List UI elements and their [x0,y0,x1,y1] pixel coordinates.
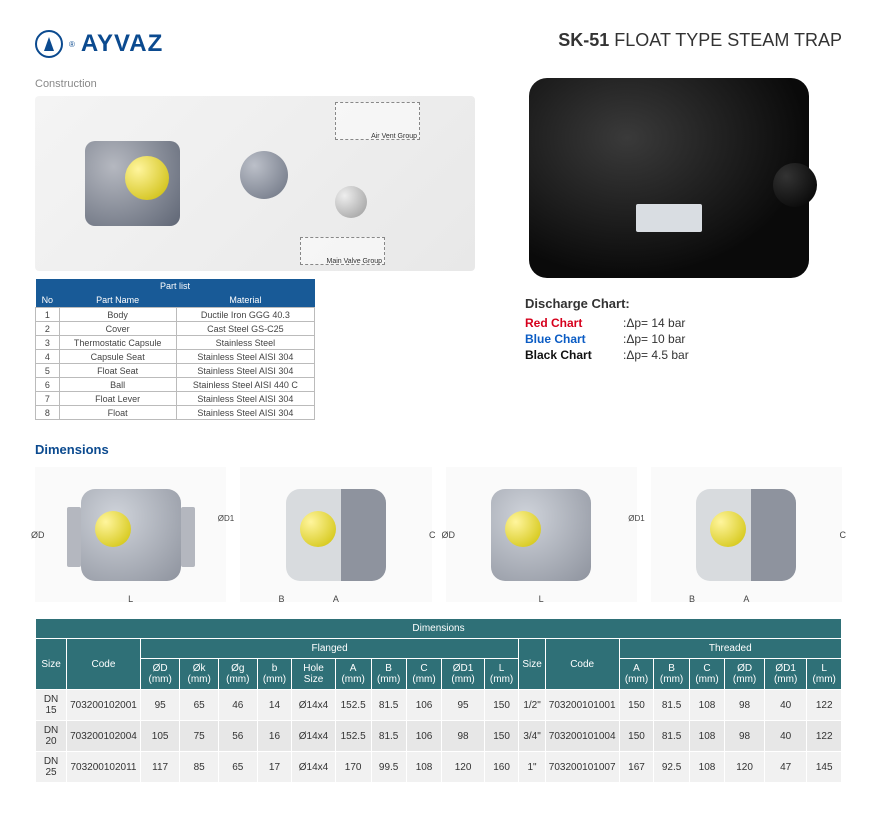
logo-icon [35,30,63,58]
product-title: SK-51 FLOAT TYPE STEAM TRAP [558,30,842,51]
discharge-row: Red Chart:Δp= 14 bar [525,315,689,331]
product-photo [529,78,809,278]
partlist-col: Part Name [59,293,176,308]
partlist-row: 3Thermostatic CapsuleStainless Steel [36,336,315,350]
dim-view-flanged-section: ABC [240,467,431,602]
partlist-title: Part list [36,279,315,293]
product-code: SK-51 [558,30,609,50]
group-flanged: Flanged [140,639,518,659]
dimensions-label: Dimensions [35,442,842,457]
photo-column: Discharge Chart: Red Chart:Δp= 14 barBlu… [495,78,842,364]
product-name: FLOAT TYPE STEAM TRAP [614,30,842,50]
brand-name: AYVAZ [81,30,163,58]
discharge-title: Discharge Chart: [525,296,689,311]
partlist-row: 7Float LeverStainless Steel AISI 304 [36,392,315,406]
dimensions-table: Dimensions Size Code Flanged Size Code T… [35,618,842,783]
partlist-col: Material [176,293,314,308]
discharge-row: Blue Chart:Δp= 10 bar [525,331,689,347]
brand-logo: ® AYVAZ [35,30,163,58]
dimtable-title: Dimensions [36,619,842,639]
header: ® AYVAZ SK-51 FLOAT TYPE STEAM TRAP [35,30,842,58]
dim-view-flanged-front: LØDØD1 [35,467,226,602]
dimensions-section: Dimensions LØDØD1 ABC LØDØD1 ABC Dimensi… [35,442,842,783]
discharge-row: Black Chart:Δp= 4.5 bar [525,347,689,363]
partlist-row: 1BodyDuctile Iron GGG 40.3 [36,308,315,322]
construction-column: Construction Air Vent Group Main Valve G… [35,78,475,420]
top-area: Construction Air Vent Group Main Valve G… [35,78,842,420]
construction-label: Construction [35,78,475,90]
dim-row: DN 20703200102004105755616Ø14x4152.581.5… [36,721,842,752]
exploded-view-diagram: Air Vent Group Main Valve Group [35,96,475,271]
dim-row: DN 1570320010200195654614Ø14x4152.581.51… [36,690,842,721]
dim-view-threaded-section: ABC [651,467,842,602]
partlist-row: 5Float SeatStainless Steel AISI 304 [36,364,315,378]
partlist-row: 4Capsule SeatStainless Steel AISI 304 [36,350,315,364]
group-threaded: Threaded [619,639,841,659]
partlist-row: 2CoverCast Steel GS-C25 [36,322,315,336]
dimension-drawings: LØDØD1 ABC LØDØD1 ABC [35,467,842,602]
air-vent-group-callout: Air Vent Group [335,102,420,140]
main-valve-group-callout: Main Valve Group [300,237,385,265]
dim-row: DN 25703200102011117856517Ø14x417099.510… [36,752,842,783]
part-list-table: Part list NoPart NameMaterial 1BodyDucti… [35,279,315,420]
partlist-row: 8FloatStainless Steel AISI 304 [36,406,315,420]
dim-view-threaded-front: LØDØD1 [446,467,637,602]
partlist-col: No [36,293,60,308]
discharge-chart-legend: Discharge Chart: Red Chart:Δp= 14 barBlu… [525,296,689,364]
partlist-row: 6BallStainless Steel AISI 440 C [36,378,315,392]
registered-mark: ® [69,40,75,49]
